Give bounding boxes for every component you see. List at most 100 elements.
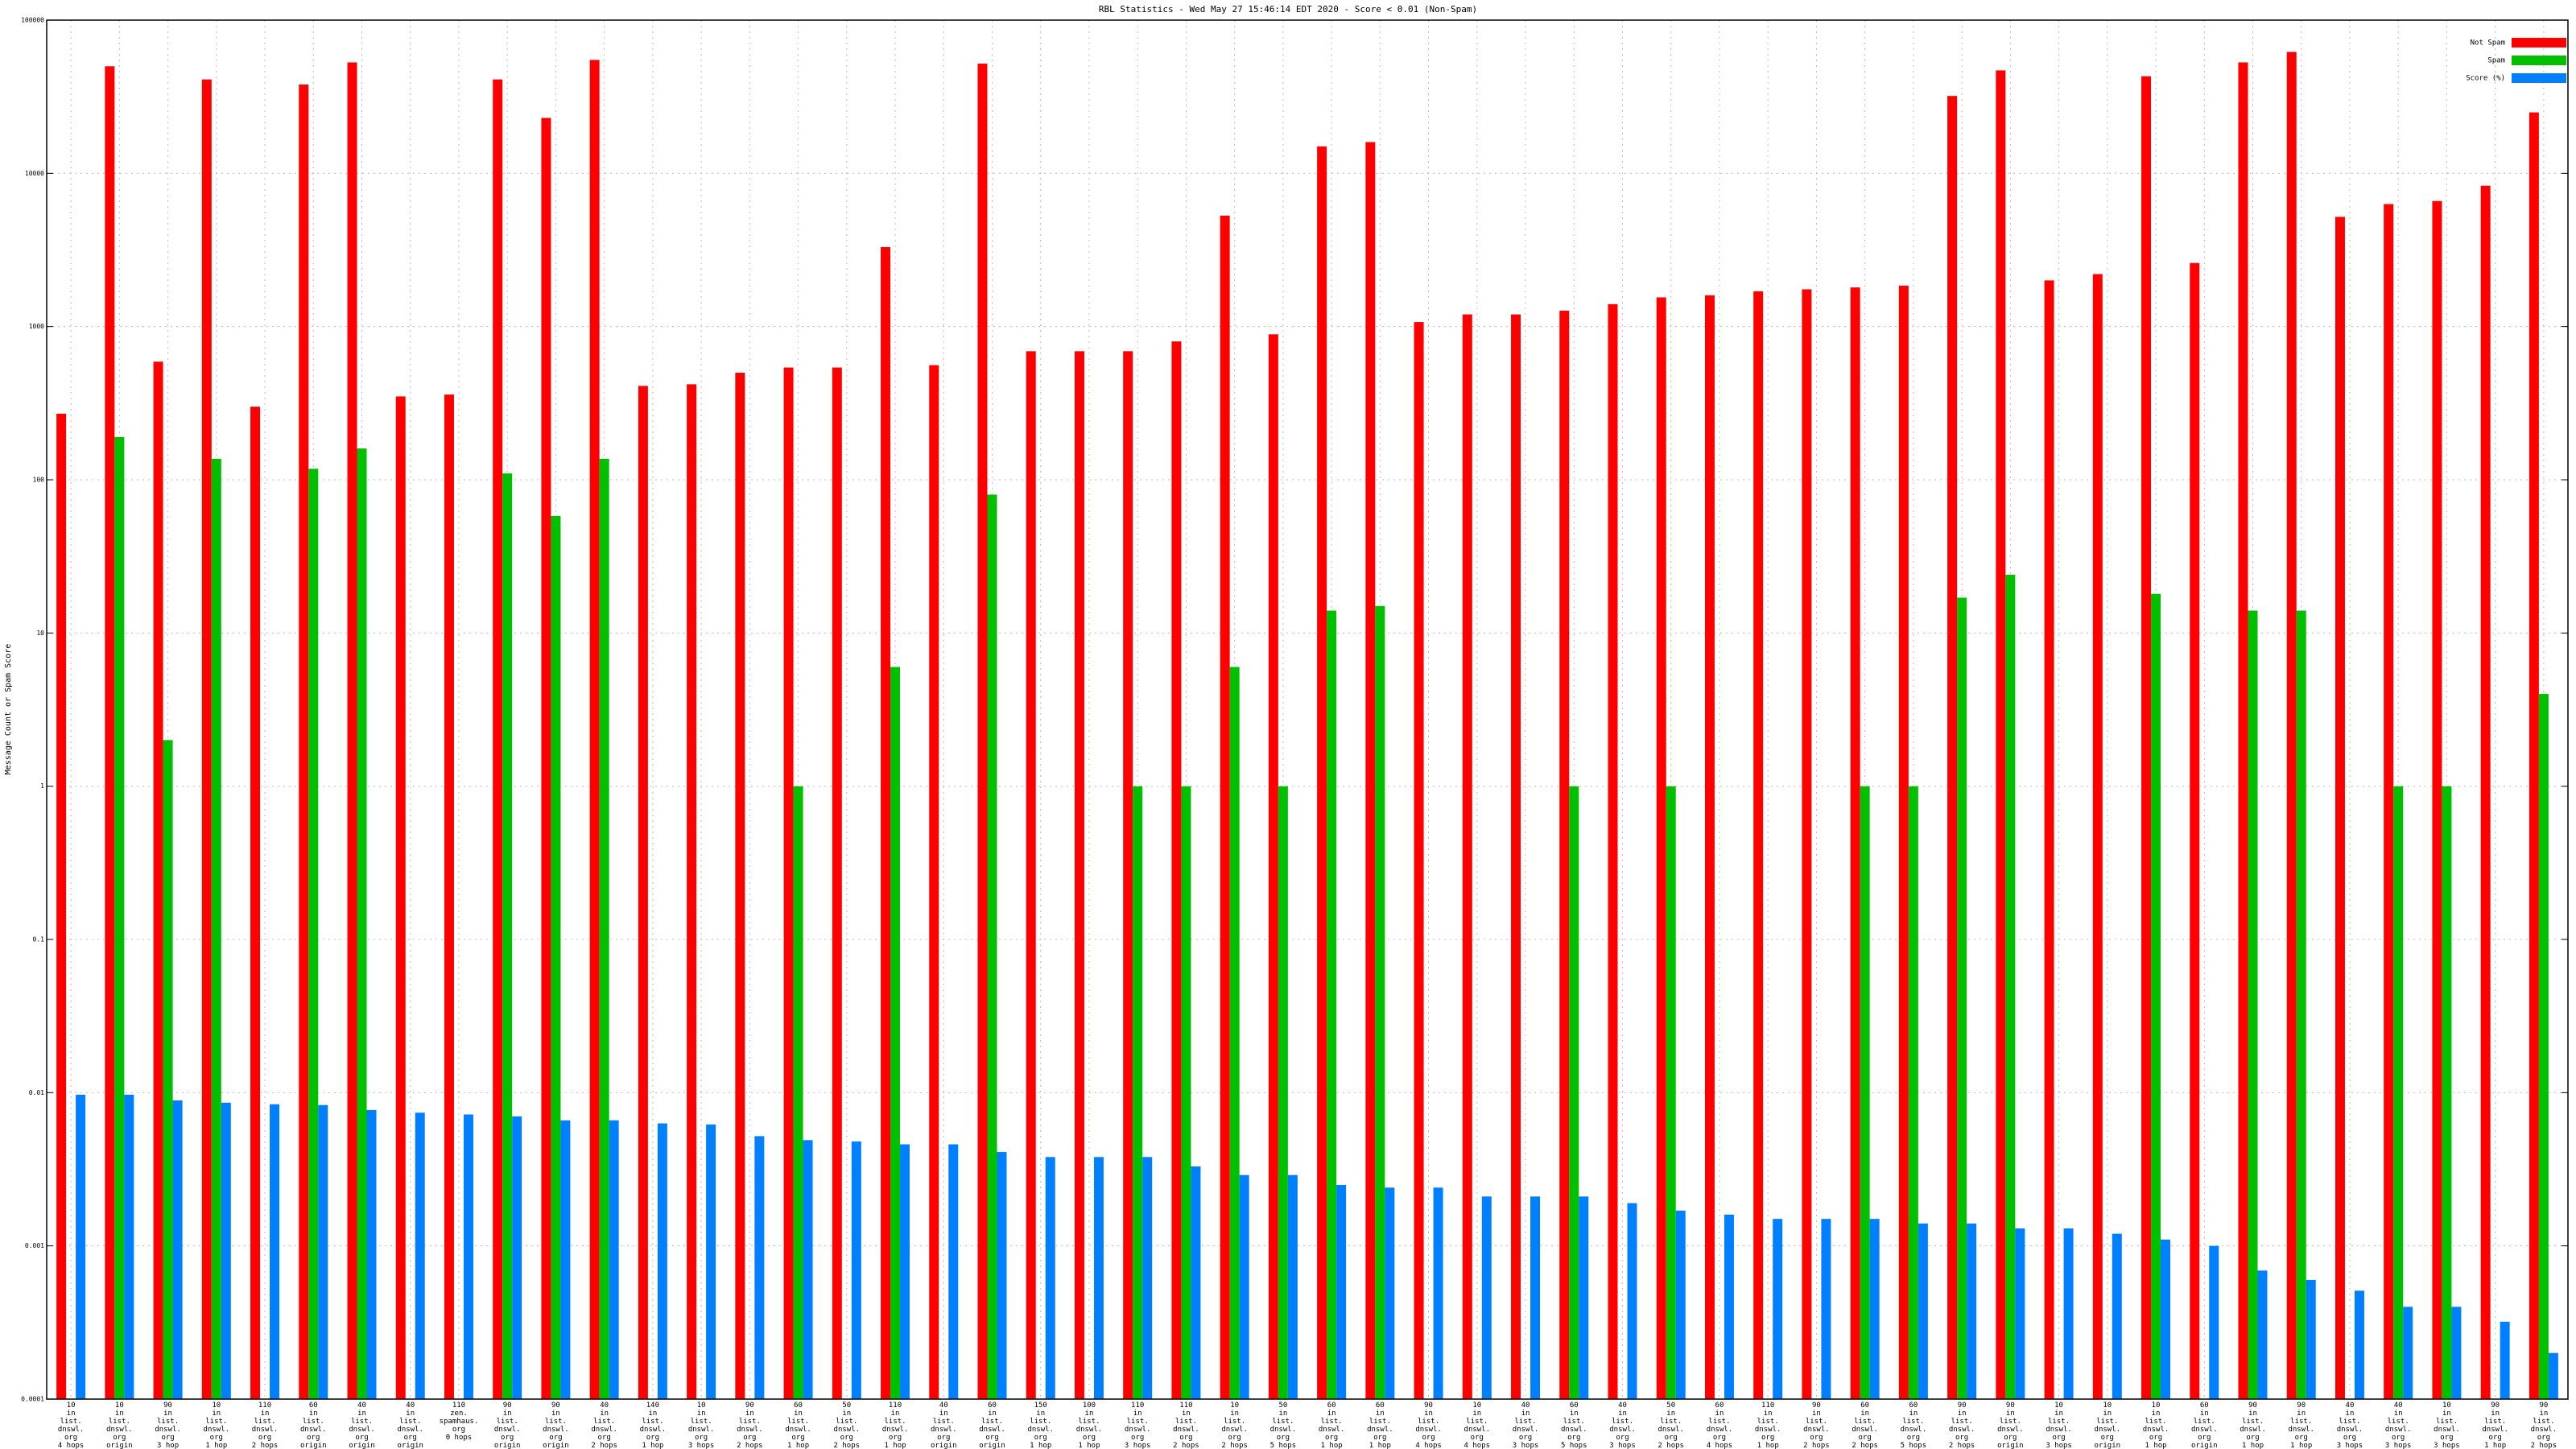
x-tick-label-line: dnswl. [1561,1426,1587,1434]
x-tick-label: 90 in list. dnswl. org 4 hops [1415,1402,1442,1449]
x-tick-label-line: list. [2096,1418,2118,1426]
bar [1898,285,1909,1400]
x-tick-label-line: in [2054,1410,2063,1418]
x-tick-label-line: 90 [2491,1402,2500,1410]
x-tick-label-line: in [1812,1410,1821,1418]
x-tick-label: 90 in list. dnswl. org 2 hops [1803,1402,1830,1449]
bar [201,79,212,1399]
x-tick-label-line: list. [2436,1418,2458,1426]
x-tick-label: 40 in list. dnswl. org origin [931,1402,957,1449]
x-tick-label-line: dnswl. [543,1426,569,1434]
y-tick-label: 0.1 [33,936,45,943]
x-tick-label-line: in [357,1410,366,1418]
x-tick-label: 90 in list. dnswl. org origin [494,1402,521,1449]
x-tick-label-line: dnswl. [1609,1426,1636,1434]
x-tick-label-line: list. [2242,1418,2264,1426]
x-tick-label-line: 40 [1618,1402,1627,1410]
x-tick-label-line: dnswl. [1997,1426,2024,1434]
x-tick-label-line: 1 hop [2484,1442,2506,1449]
x-tick-label-line: origin [106,1442,133,1449]
x-tick-label-line: org [307,1434,320,1442]
bar [1142,1157,1153,1399]
bar [1181,786,1191,1399]
x-tick-label-line: org [113,1434,126,1442]
x-tick-label: 40 in list. dnswl. org 2 hops [591,1402,617,1449]
x-tick-label-line: dnswl. [300,1426,327,1434]
x-tick-label-line: org [743,1434,756,1442]
bar [299,84,309,1399]
x-tick-label-line: org [646,1434,659,1442]
x-tick-label-line: 10 [1230,1402,1239,1410]
x-tick-label-line: list. [1902,1418,1924,1426]
bar [463,1114,473,1399]
x-tick-label-line: dnswl. [2531,1426,2557,1434]
x-tick-label-line: dnswl. [1657,1426,1684,1434]
x-tick-label-line: dnswl. [1513,1426,1539,1434]
x-tick-label-line: 0 hops [446,1434,473,1442]
x-tick-label: 110 in list. dnswl. org 3 hops [1125,1402,1151,1449]
x-tick-label: 40 in list. dnswl. org 3 hops [2385,1402,2412,1449]
bar [803,1140,813,1399]
x-tick-label-line: dnswl. [2337,1426,2363,1434]
x-tick-label-line: dnswl. [2191,1426,2218,1434]
bar [997,1152,1007,1399]
x-tick-label-line: list. [303,1418,324,1426]
bar [638,386,648,1399]
x-tick-label-line: origin [931,1442,957,1449]
bar [2538,694,2549,1399]
bar [551,516,561,1399]
bar [1268,334,1278,1399]
x-tick-label-line: org [695,1434,708,1442]
x-tick-label-line: in [2200,1410,2209,1418]
bar [163,740,173,1399]
bar [502,473,513,1399]
x-tick-label-line: list. [1951,1418,1973,1426]
x-tick-label-line: 1 hop [787,1442,809,1449]
x-tick-label-line: in [261,1410,270,1418]
x-tick-label-line: dnswl. [2240,1426,2266,1434]
bar [657,1123,667,1399]
x-tick-label-line: org [1228,1434,1241,1442]
bar [2296,610,2306,1399]
x-tick-label-line: org [2052,1434,2065,1442]
x-tick-label-line: 3 hops [688,1442,715,1449]
x-tick-label-line: list. [981,1418,1003,1426]
x-tick-label-line: 40 [357,1402,366,1410]
x-tick-label-line: 3 hop [157,1442,179,1449]
x-tick-label-line: in [2442,1410,2451,1418]
x-tick-label-line: 90 [503,1402,512,1410]
bar [270,1104,280,1399]
x-tick-label-line: org [889,1434,902,1442]
x-tick-label-line: 1 hop [1369,1442,1391,1449]
bar [1608,303,1618,1399]
bar [1802,289,1812,1399]
x-tick-label: 40 in list. dnswl. org origin [397,1402,423,1449]
x-tick-label: 10 in list. dnswl. org 3 hops [688,1402,715,1449]
x-tick-label-line: org [2537,1434,2550,1442]
x-tick-label-line: dnswl. [688,1426,715,1434]
bar [1967,1223,1977,1399]
bar [1753,291,1764,1399]
bar [1191,1166,1201,1399]
bar [1433,1187,1443,1399]
x-tick-label-line: in [503,1410,512,1418]
x-tick-label-line: dnswl. [1803,1426,1830,1434]
x-tick-label-line: 110 [1131,1402,1144,1410]
x-tick-label-line: org [1810,1434,1823,1442]
bar [2112,1233,2122,1399]
x-tick-label-line: list. [1806,1418,1827,1426]
bar [2393,786,2404,1399]
x-tick-label-line: 90 [551,1402,560,1410]
x-tick-label-line: 90 [1958,1402,1967,1410]
bar [1385,1187,1395,1399]
x-tick-label: 60 in list. dnswl. org 4 hops [1707,1402,1733,1449]
x-tick-label-line: in [163,1410,172,1418]
y-tick-label: 0.001 [25,1242,44,1249]
x-tick-label-line: in [1860,1410,1869,1418]
bar [114,436,125,1400]
x-tick-label-line: list. [1708,1418,1730,1426]
y-tick-label: 1 [40,782,44,790]
x-tick-label-line: zen. [450,1410,468,1418]
bar [2015,1228,2025,1399]
bar [1074,351,1084,1399]
